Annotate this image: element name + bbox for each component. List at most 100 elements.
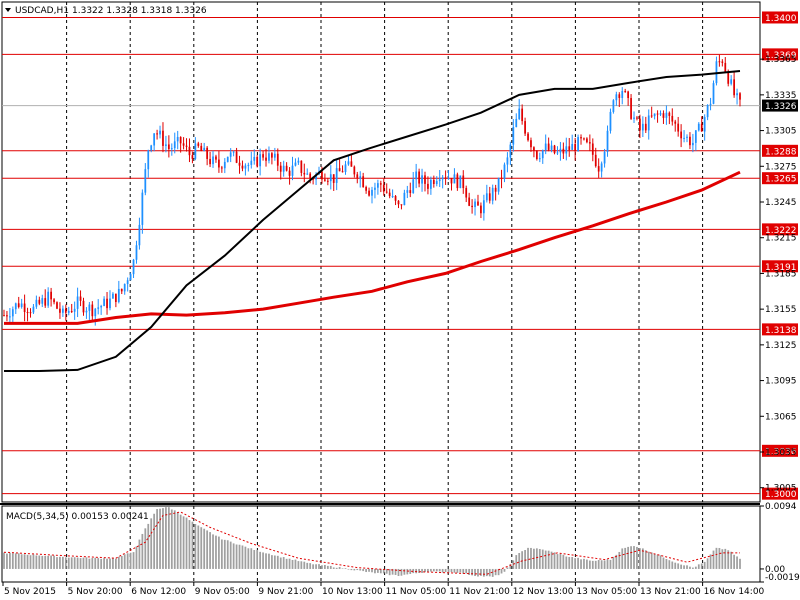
macd-histogram-bar: [241, 545, 244, 569]
macd-histogram-bar: [515, 555, 518, 569]
macd-histogram-bar: [170, 509, 173, 569]
macd-histogram-bar: [306, 562, 309, 569]
candle-body: [488, 193, 491, 201]
macd-histogram-bar: [315, 564, 317, 569]
macd-histogram-bar: [220, 539, 223, 569]
macd-histogram-bar: [697, 564, 700, 569]
macd-histogram-bar: [97, 558, 100, 569]
macd-histogram-bar: [326, 565, 329, 569]
candle-body: [736, 93, 738, 96]
price-tick-label: 1.3005: [765, 484, 797, 494]
horizontal-level-lines[interactable]: 1.34001.33691.32881.32651.32221.31911.31…: [2, 11, 798, 500]
price-tick-label: 1.3245: [765, 198, 797, 208]
macd-histogram-bar: [359, 568, 362, 571]
candle-body: [70, 311, 73, 313]
candle-body: [630, 98, 632, 119]
candle-body: [697, 123, 700, 131]
time-tick-label: 9 Nov 21:00: [258, 587, 313, 597]
candle-body: [6, 315, 8, 317]
macd-histogram-bar: [29, 555, 32, 569]
candle-body: [59, 308, 61, 313]
candle-body: [653, 113, 656, 117]
candle-body: [686, 136, 688, 138]
macd-histogram-bar: [506, 567, 509, 569]
macd-histogram-bar: [235, 544, 238, 569]
candle-body: [306, 173, 309, 175]
candle-body: [418, 171, 420, 184]
candle-body: [580, 137, 582, 139]
macd-histogram-bar: [680, 564, 683, 569]
candle-body: [521, 108, 524, 122]
price-tick-label: 1.3275: [765, 162, 797, 172]
candle-body: [259, 154, 262, 167]
macd-histogram-bar: [583, 558, 585, 569]
macd-histogram-bar: [435, 568, 438, 572]
macd-histogram-bar: [291, 559, 294, 569]
candle-body: [485, 193, 488, 201]
candle-body: [668, 112, 671, 116]
macd-histogram-bar: [668, 560, 671, 569]
candle-body: [279, 165, 282, 172]
macd-histogram-bar: [488, 568, 491, 577]
macd-histogram-bar: [397, 568, 400, 577]
macd-histogram-bar: [379, 568, 382, 574]
candle-body: [594, 154, 597, 167]
level-price-tag: [762, 323, 798, 336]
candle-body: [26, 311, 29, 313]
candle-body: [700, 123, 703, 132]
macd-histogram-bar: [497, 568, 500, 576]
macd-histogram-bar: [244, 546, 247, 569]
candle-body: [200, 145, 203, 152]
macd-histogram-bar: [194, 523, 197, 569]
macd-histogram-bar: [544, 550, 547, 569]
macd-histogram-bar: [26, 554, 29, 569]
candle-body: [586, 138, 588, 143]
macd-histogram-bar: [462, 568, 465, 574]
level-price-label: 1.3036: [765, 447, 797, 457]
macd-histogram-bar: [512, 560, 515, 569]
level-price-tag: [762, 144, 798, 157]
symbol-dropdown-icon[interactable]: [5, 8, 11, 12]
macd-histogram-bar: [694, 566, 697, 569]
candle-body: [76, 296, 79, 309]
candle-body: [385, 191, 388, 193]
macd-histogram-bar: [447, 568, 450, 573]
candle-body: [20, 303, 23, 307]
macd-histogram-bar: [485, 568, 488, 577]
macd-histogram-bar: [79, 558, 82, 569]
time-tick-label: 5 Nov 20:00: [68, 587, 123, 597]
macd-histogram-bar: [535, 548, 538, 569]
level-price-tag: [762, 487, 798, 500]
macd-histogram-bar: [135, 546, 138, 569]
macd-histogram-bar: [282, 557, 285, 569]
macd-histogram-bar: [138, 539, 141, 569]
candle-body: [583, 138, 585, 140]
macd-histogram-bar: [591, 560, 594, 569]
candle-body: [406, 190, 409, 193]
candle-body: [135, 245, 138, 260]
candle-body: [727, 71, 730, 84]
macd-histogram-bar: [586, 559, 588, 569]
candle-body: [256, 156, 259, 167]
candle-body: [739, 93, 741, 100]
macd-histogram-bar: [232, 543, 235, 569]
macd-histogram-bar: [689, 566, 691, 569]
current-price-tag: [762, 99, 798, 112]
macd-histogram-bar: [185, 517, 188, 569]
candle-body: [644, 123, 647, 131]
candle-body: [694, 130, 697, 143]
macd-histogram-bar: [44, 555, 47, 569]
candle-body: [621, 90, 624, 98]
candle-body: [421, 175, 423, 184]
macd-histogram-bar: [382, 568, 385, 574]
macd-histogram-bar: [9, 552, 11, 569]
macd-histogram-bar: [730, 551, 733, 569]
candle-body: [347, 161, 350, 165]
candle-body: [321, 171, 323, 180]
candle-body: [61, 308, 64, 313]
level-price-label: 1.3222: [765, 226, 797, 236]
candle-body: [412, 179, 415, 194]
level-price-label: 1.3138: [765, 326, 797, 336]
candle-body: [665, 112, 668, 118]
